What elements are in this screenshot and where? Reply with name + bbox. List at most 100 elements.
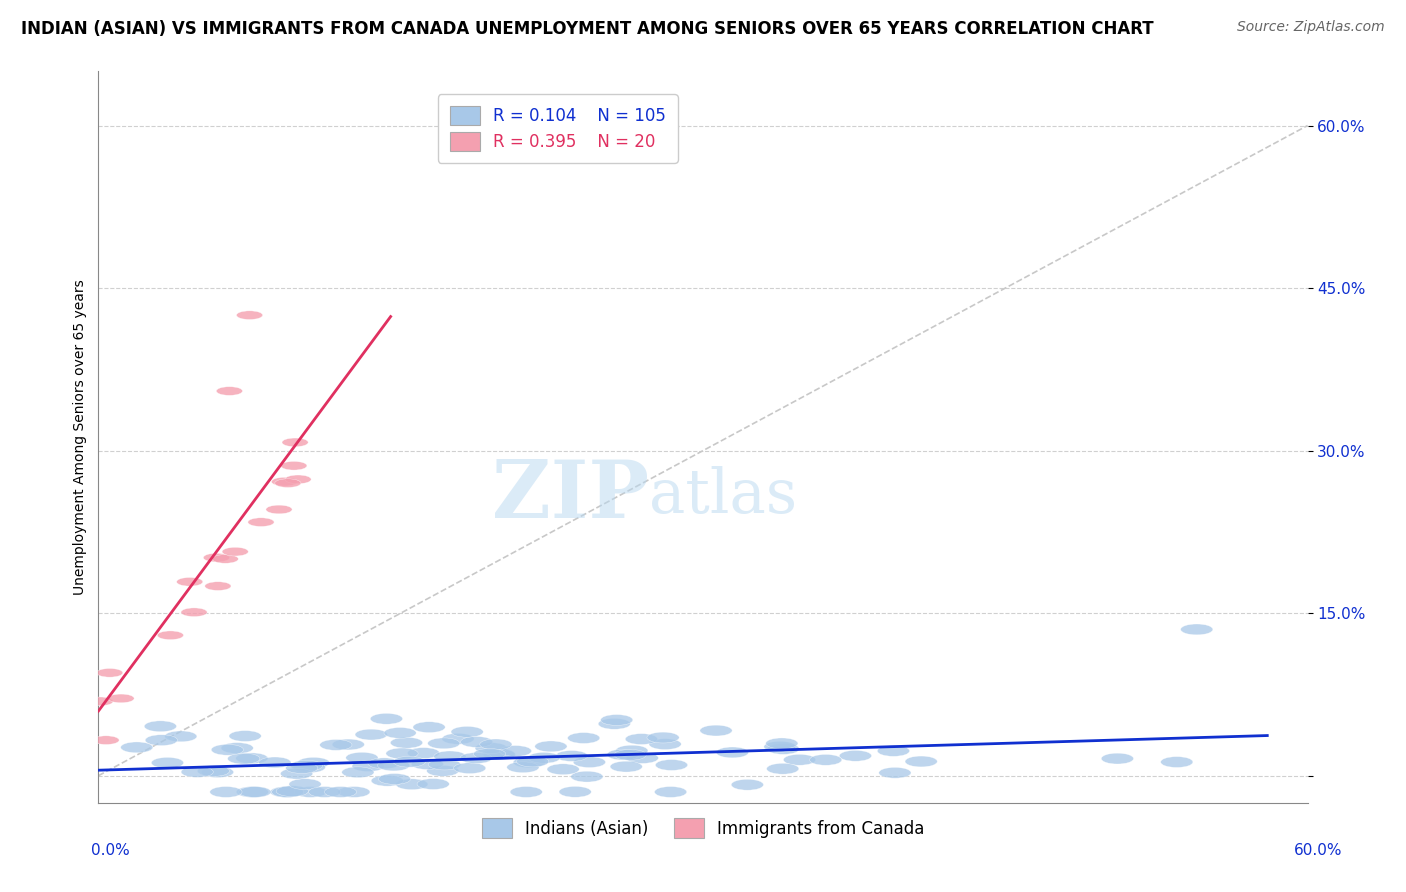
Ellipse shape: [181, 766, 214, 777]
Ellipse shape: [391, 738, 423, 748]
Ellipse shape: [285, 475, 311, 483]
Ellipse shape: [342, 767, 374, 778]
Text: atlas: atlas: [648, 466, 797, 525]
Ellipse shape: [276, 786, 308, 797]
Ellipse shape: [290, 779, 321, 789]
Ellipse shape: [308, 787, 340, 797]
Ellipse shape: [395, 779, 427, 789]
Ellipse shape: [93, 736, 120, 745]
Ellipse shape: [513, 757, 546, 768]
Ellipse shape: [810, 755, 842, 765]
Text: 0.0%: 0.0%: [91, 843, 131, 858]
Ellipse shape: [97, 668, 122, 677]
Ellipse shape: [152, 757, 184, 768]
Text: ZIP: ZIP: [492, 457, 648, 534]
Ellipse shape: [568, 732, 600, 743]
Ellipse shape: [368, 758, 401, 769]
Ellipse shape: [87, 697, 112, 706]
Ellipse shape: [270, 787, 302, 797]
Ellipse shape: [655, 760, 688, 771]
Ellipse shape: [298, 757, 330, 768]
Ellipse shape: [394, 756, 426, 767]
Ellipse shape: [266, 505, 292, 514]
Ellipse shape: [236, 310, 263, 319]
Ellipse shape: [239, 787, 271, 797]
Ellipse shape: [204, 553, 229, 562]
Ellipse shape: [165, 731, 197, 742]
Ellipse shape: [211, 744, 243, 756]
Ellipse shape: [427, 738, 460, 748]
Ellipse shape: [783, 755, 815, 765]
Ellipse shape: [283, 438, 308, 447]
Ellipse shape: [236, 787, 269, 797]
Ellipse shape: [378, 760, 409, 771]
Ellipse shape: [271, 787, 304, 797]
Ellipse shape: [145, 721, 177, 731]
Ellipse shape: [285, 763, 318, 773]
Ellipse shape: [337, 787, 370, 797]
Ellipse shape: [700, 725, 733, 736]
Ellipse shape: [280, 768, 312, 779]
Ellipse shape: [1101, 753, 1133, 764]
Ellipse shape: [1160, 756, 1192, 767]
Ellipse shape: [527, 752, 560, 764]
Ellipse shape: [650, 739, 682, 749]
Ellipse shape: [479, 739, 512, 750]
Text: Source: ZipAtlas.com: Source: ZipAtlas.com: [1237, 20, 1385, 34]
Ellipse shape: [281, 461, 307, 470]
Ellipse shape: [370, 714, 402, 724]
Ellipse shape: [205, 582, 231, 591]
Ellipse shape: [145, 735, 177, 746]
Ellipse shape: [441, 733, 474, 744]
Ellipse shape: [201, 767, 233, 778]
Ellipse shape: [547, 764, 579, 774]
Ellipse shape: [181, 608, 207, 616]
Ellipse shape: [352, 761, 384, 772]
Ellipse shape: [426, 765, 458, 776]
Ellipse shape: [516, 756, 548, 767]
Ellipse shape: [157, 631, 184, 640]
Ellipse shape: [247, 518, 274, 526]
Ellipse shape: [222, 548, 249, 556]
Ellipse shape: [647, 732, 679, 743]
Ellipse shape: [460, 753, 492, 764]
Ellipse shape: [484, 749, 516, 760]
Ellipse shape: [413, 722, 446, 732]
Ellipse shape: [356, 729, 387, 740]
Ellipse shape: [271, 477, 298, 486]
Ellipse shape: [474, 748, 506, 759]
Ellipse shape: [259, 757, 291, 768]
Ellipse shape: [325, 787, 357, 797]
Ellipse shape: [229, 731, 262, 741]
Ellipse shape: [294, 787, 326, 797]
Ellipse shape: [385, 748, 418, 759]
Ellipse shape: [412, 758, 443, 770]
Ellipse shape: [228, 753, 260, 764]
Ellipse shape: [610, 761, 643, 772]
Ellipse shape: [475, 743, 508, 754]
Ellipse shape: [598, 718, 630, 730]
Ellipse shape: [766, 764, 799, 774]
Ellipse shape: [434, 751, 465, 762]
Ellipse shape: [571, 772, 603, 782]
Ellipse shape: [217, 387, 242, 395]
Ellipse shape: [177, 577, 202, 586]
Ellipse shape: [1181, 624, 1213, 635]
Ellipse shape: [319, 739, 352, 750]
Ellipse shape: [839, 750, 872, 761]
Y-axis label: Unemployment Among Seniors over 65 years: Unemployment Among Seniors over 65 years: [73, 279, 87, 595]
Legend: Indians (Asian), Immigrants from Canada: Indians (Asian), Immigrants from Canada: [470, 806, 936, 849]
Ellipse shape: [616, 745, 648, 756]
Ellipse shape: [768, 744, 800, 755]
Ellipse shape: [274, 479, 301, 487]
Ellipse shape: [763, 741, 796, 752]
Ellipse shape: [236, 753, 269, 764]
Ellipse shape: [294, 762, 325, 772]
Ellipse shape: [600, 714, 633, 725]
Ellipse shape: [121, 742, 153, 753]
Ellipse shape: [378, 773, 411, 784]
Ellipse shape: [877, 746, 910, 756]
Ellipse shape: [560, 787, 592, 797]
Ellipse shape: [371, 775, 404, 786]
Ellipse shape: [346, 752, 378, 764]
